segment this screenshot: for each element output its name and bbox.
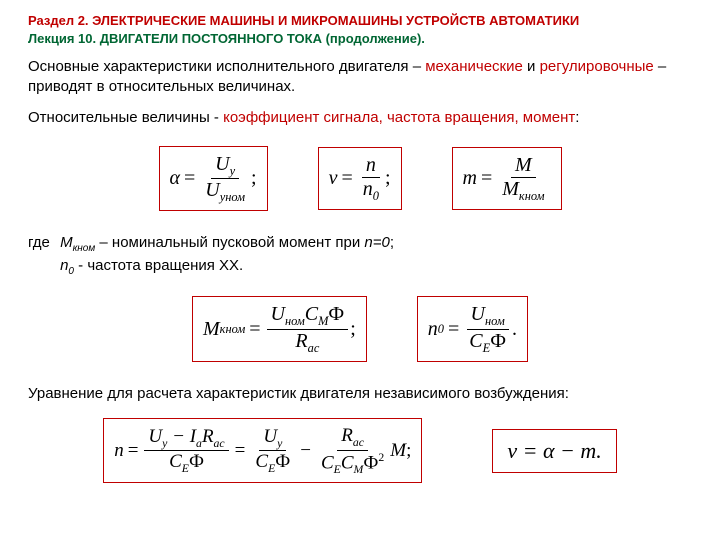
f3-den: M (502, 178, 519, 200)
f5-na: U (471, 303, 485, 325)
f4-tail: ; (350, 318, 356, 341)
formula-m: m= M Mкном (452, 147, 562, 210)
gde-word: где (28, 233, 50, 253)
f6-t1na: U (148, 426, 162, 447)
f7-text: ν = α − m. (507, 438, 601, 464)
f6-das: E (182, 462, 189, 475)
f6-t3sup: 2 (378, 451, 384, 464)
f4-nb: C (305, 303, 318, 325)
f6-t3dbs: M (354, 463, 364, 476)
gde-l1b: – номинальный пусковой момент при (95, 234, 364, 251)
f6-t3das: E (334, 463, 341, 476)
f5-db: Ф (490, 330, 506, 352)
gde-m: М (60, 234, 73, 251)
f6-minus1: − (167, 426, 189, 447)
f4-da: R (295, 330, 307, 352)
f6-t2nas: у (277, 437, 282, 450)
gde-l1d: ; (390, 234, 394, 251)
gde-n0cond: n=0 (364, 234, 389, 251)
f6-da2: C (255, 451, 268, 472)
slide-header: Раздел 2. ЭЛЕКТРИЧЕСКИЕ МАШИНЫ И МИКРОМА… (28, 12, 692, 47)
f6-t3nas: ас (353, 436, 364, 449)
f1-lhs: α (170, 167, 181, 190)
f6-db2: Ф (275, 451, 290, 472)
formula-n0: n0= Uном CEФ . (417, 296, 528, 362)
f3-num: M (511, 154, 536, 178)
f6-t3da: C (321, 452, 334, 473)
f6-t3na: R (341, 425, 353, 446)
f3-den-sub: кном (519, 189, 545, 203)
paragraph-2: Относительные величины - коэффициент сиг… (28, 108, 692, 128)
f4-nc: Ф (328, 303, 344, 325)
f1-num-sub: у (230, 164, 236, 178)
f5-lhs-sub: 0 (438, 322, 444, 337)
formula-row-1: α= Uу Uуном ; ν= n n0 ; m= M Mкном (28, 146, 692, 212)
f1-den: U (205, 179, 219, 201)
f4-na: U (271, 303, 285, 325)
f6-t3tail: M (390, 440, 406, 462)
f1-den-sub: уном (220, 190, 245, 204)
header-section: Раздел 2. ЭЛЕКТРИЧЕСКИЕ МАШИНЫ И МИКРОМА… (28, 12, 692, 30)
f4-lhs-sub: кном (220, 322, 246, 337)
f6-da: C (169, 451, 182, 472)
gde-m-sub: кном (73, 243, 96, 254)
f1-tail: ; (251, 167, 257, 190)
formula-alpha: α= Uу Uуном ; (159, 146, 268, 212)
formula-row-2: Mкном= UномCMФ Rас ; n0= Uном CEФ . (28, 296, 692, 362)
f6-t2na: U (263, 426, 277, 447)
f3-lhs: m (463, 167, 477, 190)
f6-t3dc: Ф (363, 452, 378, 473)
f2-tail: ; (385, 167, 391, 190)
f2-den: n (363, 178, 373, 200)
formula-nu: ν= n n0 ; (318, 147, 402, 210)
f6-db: Ф (189, 451, 204, 472)
header-lecture: Лекция 10. ДВИГАТЕЛИ ПОСТОЯННОГО ТОКА (п… (28, 30, 692, 48)
where-block: где Мкном – номинальный пусковой момент … (28, 233, 692, 278)
f2-den-sub: 0 (373, 189, 379, 203)
p1-d: регулировочные (540, 58, 654, 75)
f6-tail: ; (406, 440, 411, 462)
f4-nbs: M (318, 314, 328, 328)
formula-row-3: n= Uу − IaRас CEФ = Uу CEФ − Rас CECMФ2 … (28, 418, 692, 483)
f4-lhs: M (203, 318, 220, 341)
f4-nas: ном (285, 314, 305, 328)
f4-das: ас (308, 341, 320, 355)
f6-t1ncs: ас (214, 437, 225, 450)
p2-b: коэффициент сигнала, частота вращения, м… (223, 109, 575, 126)
f5-nas: ном (485, 314, 505, 328)
f2-lhs: ν (329, 167, 338, 190)
paragraph-1: Основные характеристики исполнительного … (28, 57, 692, 98)
p1-a: Основные характеристики исполнительного … (28, 58, 425, 75)
formula-nu-alpha-m: ν = α − m. (492, 429, 616, 473)
p2-a: Относительные величины - (28, 109, 223, 126)
f6-lhs: n (114, 440, 124, 462)
p1-b: механические (425, 58, 523, 75)
f5-lhs: n (428, 318, 438, 341)
f5-tail: . (512, 318, 517, 341)
f5-da: C (469, 330, 482, 352)
formula-mknom: Mкном= UномCMФ Rас ; (192, 296, 367, 362)
gde-l2b: - частота вращения ХХ. (74, 257, 243, 274)
paragraph-3: Уравнение для расчета характеристик двиг… (28, 384, 692, 404)
f6-t3db: C (341, 452, 354, 473)
f1-num: U (215, 153, 229, 175)
f2-num: n (362, 154, 380, 178)
p2-c: : (575, 109, 579, 126)
f6-t1nc: R (202, 426, 214, 447)
p1-c: и (523, 58, 540, 75)
formula-n-full: n= Uу − IaRас CEФ = Uу CEФ − Rас CECMФ2 … (103, 418, 422, 483)
